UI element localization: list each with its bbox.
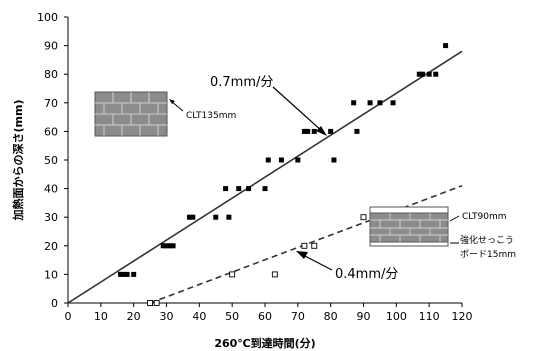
fit-line-solid — [67, 50, 463, 304]
data-point-filled — [190, 214, 196, 220]
data-point-filled — [223, 186, 229, 192]
y-tick-label: 10 — [44, 268, 58, 281]
x-tick-label: 70 — [291, 310, 305, 323]
data-point-filled — [160, 243, 166, 249]
data-point-filled — [377, 100, 383, 106]
data-point-filled — [124, 271, 130, 277]
clt90-label: CLT90mm — [462, 212, 507, 222]
x-axis-title: 260℃到達時間(分) — [214, 336, 315, 350]
x-tick-label: 30 — [160, 310, 174, 323]
y-ticks: 0 10 20 30 40 50 60 70 80 90 100 — [37, 11, 68, 310]
data-point-filled — [262, 186, 268, 192]
clt90-wall-illustration — [369, 206, 449, 247]
x-tick-label: 90 — [357, 310, 371, 323]
data-point-open — [153, 300, 160, 306]
data-point-filled — [226, 214, 232, 220]
y-tick-label: 50 — [44, 154, 58, 167]
data-point-filled — [354, 128, 360, 134]
rate-upper-label: 0.7mm/分 — [210, 75, 273, 90]
data-point-filled — [433, 71, 439, 77]
x-tick-label: 120 — [452, 310, 473, 323]
data-point-filled — [213, 214, 219, 220]
x-tick-label: 0 — [65, 310, 72, 323]
fit-line-dashed — [149, 184, 463, 304]
x-tick-label: 10 — [94, 310, 108, 323]
data-point-open — [360, 214, 367, 221]
data-point-filled — [305, 128, 311, 134]
x-tick-label: 60 — [258, 310, 272, 323]
y-axis-title: 加熱面からの深さ(mm) — [11, 100, 25, 222]
data-point-filled — [131, 271, 137, 277]
data-point-filled — [121, 271, 127, 277]
clt135-label: CLT135mm — [186, 111, 236, 121]
data-point-open — [311, 242, 318, 249]
data-point-filled — [351, 100, 357, 106]
x-tick-label: 20 — [127, 310, 141, 323]
x-ticks: 0 10 20 30 40 50 60 70 80 90 100 110 120 — [65, 303, 473, 323]
data-point-filled — [246, 186, 252, 192]
data-point-filled — [186, 214, 192, 220]
rate-lower-arrowhead — [296, 251, 308, 259]
data-point-filled — [236, 186, 242, 192]
rate-lower-arrow — [300, 253, 333, 271]
data-point-filled — [416, 71, 422, 77]
y-tick-label: 90 — [44, 40, 58, 53]
x-tick-label: 100 — [386, 310, 407, 323]
fit-lines — [67, 50, 463, 304]
y-tick-label: 30 — [44, 211, 58, 224]
data-point-filled — [311, 128, 317, 134]
x-tick-label: 80 — [324, 310, 338, 323]
data-point-filled — [167, 243, 173, 249]
data-point-filled — [426, 71, 432, 77]
data-point-open — [271, 271, 278, 278]
y-tick-label: 40 — [44, 183, 58, 196]
data-point-filled — [331, 157, 337, 163]
data-point-filled — [118, 271, 124, 277]
y-tick-label: 60 — [44, 125, 58, 138]
data-point-filled — [301, 128, 307, 134]
y-tick-label: 0 — [51, 297, 58, 310]
data-point-filled — [328, 128, 334, 134]
y-tick-label: 100 — [37, 11, 58, 24]
board-label-line1: 強化せっこう — [460, 234, 514, 246]
data-point-filled — [170, 243, 176, 249]
data-point-filled — [420, 71, 426, 77]
data-point-open — [147, 300, 154, 306]
data-point-filled — [390, 100, 396, 106]
data-point-open — [229, 271, 236, 278]
rate-upper-arrow — [272, 86, 324, 133]
x-tick-label: 40 — [192, 310, 206, 323]
data-point-filled — [265, 157, 271, 163]
y-tick-label: 80 — [44, 68, 58, 81]
rate-upper-arrowhead — [316, 126, 327, 136]
data-point-filled — [278, 157, 284, 163]
clt90-pointer — [449, 215, 460, 222]
data-point-filled — [295, 157, 301, 163]
data-points — [118, 43, 449, 306]
data-point-open — [301, 242, 308, 249]
y-tick-label: 70 — [44, 97, 58, 110]
data-point-filled — [443, 43, 449, 49]
y-tick-label: 20 — [44, 240, 58, 253]
x-tick-label: 110 — [419, 310, 440, 323]
rate-lower-label: 0.4mm/分 — [335, 267, 398, 282]
data-point-filled — [367, 100, 373, 106]
data-point-filled — [164, 243, 169, 249]
clt135-pointer-head — [169, 99, 175, 104]
board-label-line2: ボード15mm — [460, 249, 516, 260]
x-tick-label: 50 — [225, 310, 239, 323]
clt135-wall-illustration — [94, 91, 168, 137]
